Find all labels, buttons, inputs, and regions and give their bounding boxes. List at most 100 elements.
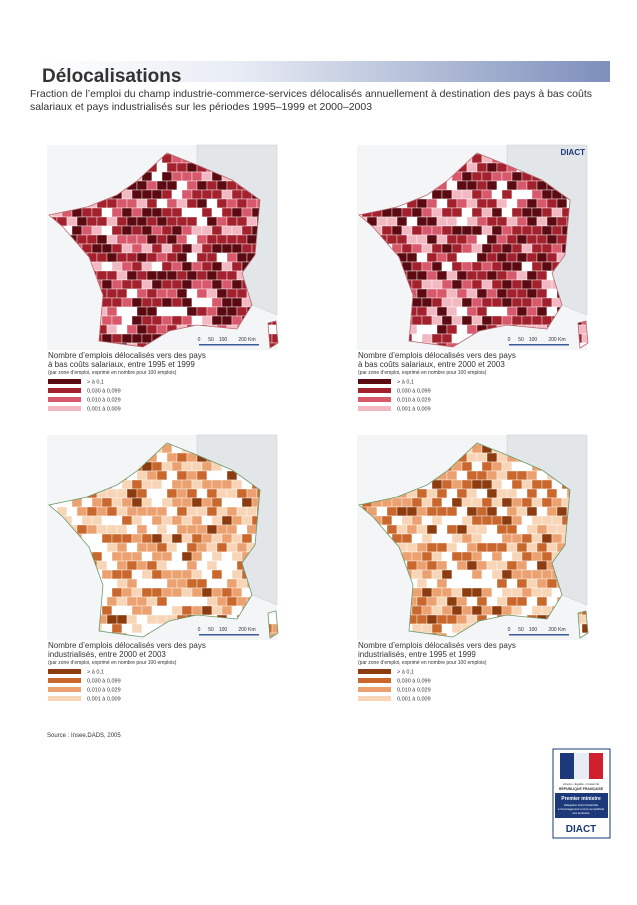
zone — [446, 506, 458, 517]
zone — [546, 578, 558, 589]
zone — [156, 270, 168, 281]
zone — [156, 488, 168, 499]
zone — [196, 560, 208, 571]
zone — [186, 488, 198, 499]
zone — [176, 524, 188, 535]
zone — [386, 216, 398, 227]
zone — [491, 315, 503, 326]
zone — [396, 506, 408, 517]
zone — [196, 306, 208, 317]
zone — [116, 324, 128, 335]
zone — [226, 234, 238, 245]
zone — [406, 234, 418, 245]
zone — [391, 515, 403, 526]
zone — [176, 596, 188, 607]
zone — [516, 506, 528, 517]
zone — [421, 207, 433, 218]
zone — [206, 180, 218, 191]
zone — [171, 497, 183, 508]
zone — [421, 533, 433, 544]
zone — [221, 551, 233, 562]
zone — [466, 614, 478, 625]
zone — [126, 270, 138, 281]
zone — [211, 315, 223, 326]
zone — [531, 261, 543, 272]
zone — [136, 470, 148, 481]
zone — [121, 479, 133, 490]
zone — [526, 470, 538, 481]
zone — [141, 587, 153, 598]
zone — [161, 569, 173, 580]
zone — [436, 288, 448, 299]
zone — [461, 297, 473, 308]
zone — [156, 288, 168, 299]
zone — [491, 261, 503, 272]
zone — [146, 614, 158, 625]
zone — [551, 533, 563, 544]
zone — [471, 261, 483, 272]
legend-swatch — [48, 678, 81, 683]
zone — [466, 162, 478, 173]
zone — [66, 216, 78, 227]
zone — [221, 515, 233, 526]
zone — [282, 298, 292, 307]
zone — [276, 153, 278, 155]
zone — [376, 506, 388, 517]
zone — [436, 252, 448, 263]
zone — [276, 288, 278, 299]
zone — [471, 551, 483, 562]
scale-bar: 0 50 100 200 Km — [198, 337, 259, 346]
zone — [226, 270, 238, 281]
zone — [282, 244, 292, 253]
zone — [506, 198, 518, 209]
zone — [196, 596, 208, 607]
title: Délocalisations — [42, 66, 181, 87]
zone — [66, 506, 78, 517]
zone — [121, 515, 133, 526]
zone — [556, 506, 568, 517]
zone — [101, 515, 113, 526]
zone — [461, 569, 473, 580]
zone — [116, 614, 128, 625]
zone — [411, 515, 423, 526]
zone — [171, 587, 183, 598]
zone — [171, 243, 183, 254]
zone — [376, 216, 388, 227]
zone — [416, 614, 428, 625]
zone — [191, 189, 203, 200]
zone — [516, 596, 528, 607]
zone — [411, 533, 423, 544]
zone — [496, 234, 508, 245]
zone — [136, 614, 148, 625]
zone — [111, 297, 123, 308]
logo-motto: Liberté • Égalité • Fraternité — [563, 781, 600, 786]
zone — [461, 279, 473, 290]
zone — [181, 551, 193, 562]
zone — [282, 462, 292, 471]
zone — [431, 297, 443, 308]
zone — [151, 533, 163, 544]
zone — [446, 578, 458, 589]
zone — [176, 198, 188, 209]
zone — [441, 533, 453, 544]
zone — [516, 270, 528, 281]
zone — [156, 524, 168, 535]
zone — [511, 551, 523, 562]
zone — [181, 207, 193, 218]
zone — [421, 315, 433, 326]
zone — [211, 279, 223, 290]
zone — [276, 578, 278, 589]
zone — [486, 578, 498, 589]
legend: Nombre d’emplois délocalisés vers des pa… — [48, 351, 206, 413]
zone — [181, 189, 193, 200]
zone — [126, 524, 138, 535]
zone — [446, 306, 458, 317]
zone — [161, 497, 173, 508]
zone — [391, 497, 403, 508]
zone — [521, 243, 533, 254]
zone — [506, 524, 518, 535]
zone — [186, 470, 198, 481]
zone — [516, 306, 528, 317]
zone — [446, 180, 458, 191]
zone — [181, 261, 193, 272]
